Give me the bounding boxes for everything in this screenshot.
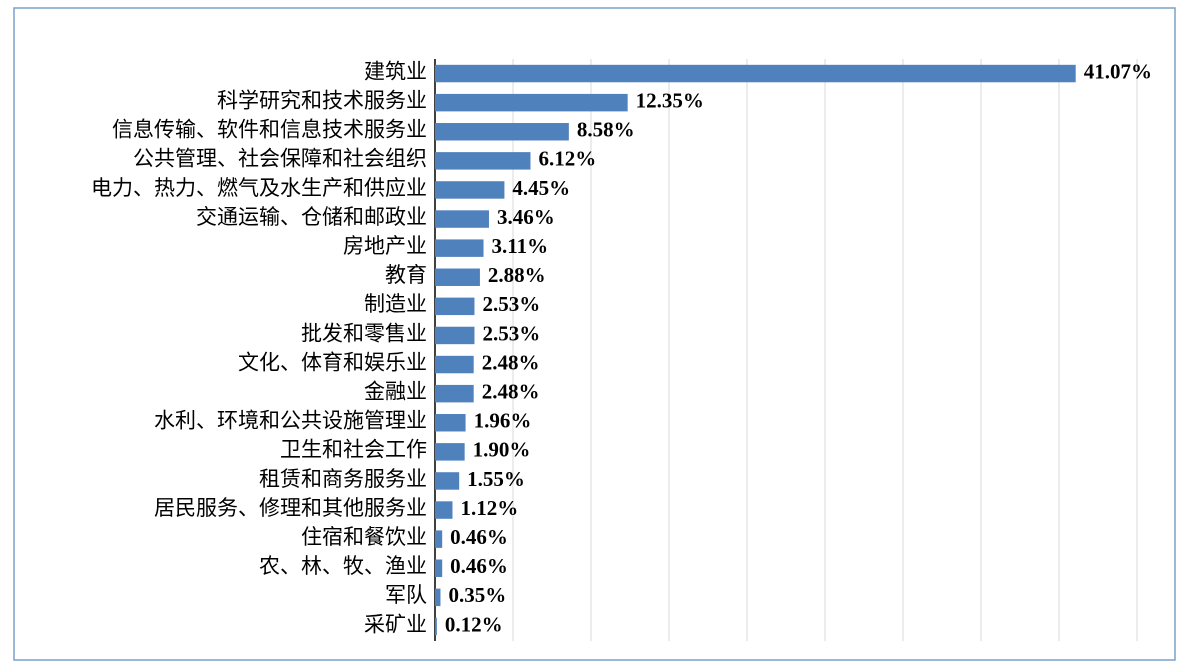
value-label: 2.88% bbox=[488, 263, 546, 287]
value-label: 1.12% bbox=[460, 496, 518, 520]
value-label: 3.11% bbox=[492, 234, 549, 258]
category-label: 卫生和社会工作 bbox=[280, 438, 427, 462]
bar bbox=[435, 617, 437, 636]
value-label: 0.46% bbox=[450, 554, 508, 578]
category-label: 文化、体育和娱乐业 bbox=[238, 350, 427, 374]
bar bbox=[435, 239, 484, 257]
bar bbox=[435, 443, 465, 461]
category-label: 交通运输、仓储和邮政业 bbox=[196, 205, 427, 229]
bar bbox=[435, 123, 569, 141]
bar bbox=[435, 181, 505, 199]
category-label: 信息传输、软件和信息技术服务业 bbox=[112, 118, 427, 142]
bar bbox=[435, 152, 531, 170]
bar bbox=[435, 588, 441, 607]
bar bbox=[435, 472, 460, 490]
bar bbox=[435, 64, 1076, 83]
value-label: 2.53% bbox=[482, 321, 540, 345]
value-label: 6.12% bbox=[538, 147, 596, 171]
value-label: 0.12% bbox=[445, 612, 503, 636]
bar bbox=[435, 326, 475, 345]
bar bbox=[435, 530, 443, 548]
category-label: 金融业 bbox=[364, 379, 427, 403]
bar bbox=[435, 268, 480, 286]
category-label: 军队 bbox=[385, 583, 427, 607]
bar bbox=[435, 501, 453, 519]
value-label: 1.55% bbox=[467, 467, 525, 491]
value-label: 41.07% bbox=[1084, 59, 1152, 83]
category-label: 批发和零售业 bbox=[301, 321, 427, 345]
category-label: 采矿业 bbox=[364, 612, 427, 636]
category-label: 科学研究和技术服务业 bbox=[217, 88, 427, 112]
category-label: 租赁和商务服务业 bbox=[259, 467, 427, 491]
category-label: 建筑业 bbox=[364, 59, 427, 83]
category-label: 居民服务、修理和其他服务业 bbox=[154, 496, 427, 520]
bar bbox=[435, 559, 443, 577]
category-label: 住宿和餐饮业 bbox=[301, 525, 427, 549]
bar bbox=[435, 210, 489, 228]
category-label: 农、林、牧、渔业 bbox=[259, 554, 427, 578]
value-label: 1.90% bbox=[473, 438, 531, 462]
bar bbox=[435, 297, 475, 316]
bar bbox=[435, 414, 466, 432]
bar bbox=[435, 355, 474, 374]
value-label: 2.48% bbox=[482, 379, 540, 403]
bar bbox=[435, 93, 628, 112]
category-label: 公共管理、社会保障和社会组织 bbox=[133, 147, 427, 171]
value-label: 4.45% bbox=[512, 176, 570, 200]
value-label: 12.35% bbox=[636, 88, 704, 112]
category-label: 水利、环境和公共设施管理业 bbox=[154, 409, 427, 433]
value-label: 2.53% bbox=[482, 292, 540, 316]
value-label: 1.96% bbox=[474, 409, 532, 433]
value-label: 2.48% bbox=[482, 350, 540, 374]
value-label: 0.35% bbox=[448, 583, 506, 607]
bar bbox=[435, 384, 474, 403]
category-label: 房地产业 bbox=[343, 234, 427, 258]
category-label: 电力、热力、燃气及水生产和供应业 bbox=[91, 176, 427, 200]
value-label: 8.58% bbox=[577, 118, 635, 142]
category-label: 制造业 bbox=[364, 292, 427, 316]
value-label: 3.46% bbox=[497, 205, 555, 229]
value-label: 0.46% bbox=[450, 525, 508, 549]
category-label: 教育 bbox=[385, 263, 427, 287]
